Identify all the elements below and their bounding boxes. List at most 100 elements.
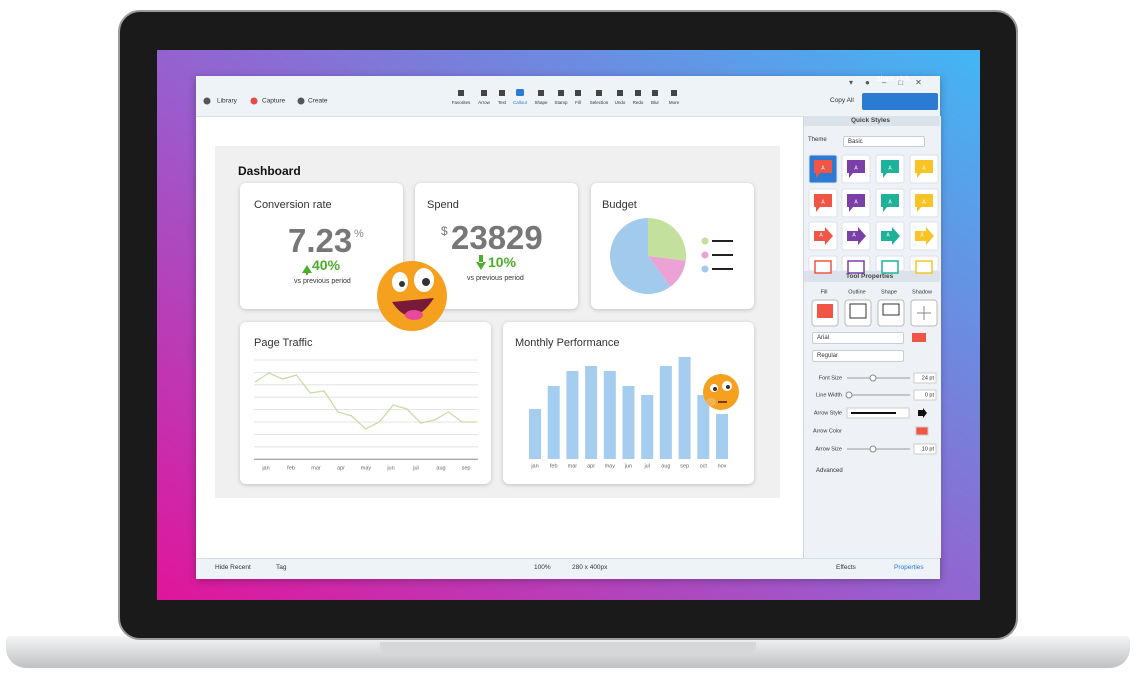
tile-letter: A — [821, 165, 825, 171]
font-value: Arial — [817, 335, 830, 341]
tool-icon — [671, 90, 677, 96]
tile-letter: A — [922, 199, 926, 205]
tile-letter: A — [888, 199, 892, 205]
x-label: nov — [718, 463, 727, 469]
tab-icons[interactable] — [811, 299, 938, 327]
quick-style[interactable]: A — [875, 188, 905, 218]
quick-style[interactable]: A — [875, 154, 905, 184]
tool-label[interactable]: Redo — [633, 100, 644, 105]
card-title: Page Traffic — [254, 337, 313, 349]
tool-label[interactable]: Selection — [590, 100, 609, 105]
share-link-label[interactable]: Share Link — [876, 76, 910, 83]
tool-icon — [538, 90, 544, 96]
toolbar-icon — [203, 97, 211, 105]
tool-label[interactable]: More — [669, 100, 680, 105]
tab-label[interactable]: Outline — [848, 289, 865, 295]
x-label: oct — [700, 463, 708, 469]
toolbar — [196, 76, 940, 117]
arrow-shape — [814, 227, 833, 245]
arrow-shape — [881, 227, 900, 245]
toolbar-button[interactable]: Capture — [262, 98, 286, 105]
hide-recent[interactable]: Hide Recent — [215, 564, 251, 571]
tool-label[interactable]: Blur — [651, 100, 660, 105]
tool-label[interactable]: Arrow — [478, 100, 491, 105]
quick-style[interactable]: A — [909, 154, 939, 184]
card-title: Conversion rate — [254, 199, 332, 211]
tool-label[interactable]: Shape — [534, 100, 548, 105]
effects[interactable]: Effects — [836, 564, 856, 571]
callout-shape — [847, 160, 865, 178]
x-label: aug — [436, 465, 445, 471]
card-title: Budget — [602, 199, 637, 211]
tool-label[interactable]: Fill — [575, 100, 581, 105]
quick-style[interactable]: A — [909, 188, 939, 218]
bar — [566, 371, 579, 459]
arrow-head-icon — [918, 408, 927, 418]
arrow-shape — [915, 227, 934, 245]
quick-style[interactable] — [875, 255, 905, 274]
emoji-small — [703, 374, 739, 410]
tab-label[interactable]: Shape — [881, 289, 897, 295]
callout-shape — [881, 160, 899, 178]
quick-style[interactable]: A — [808, 221, 838, 251]
quick-style[interactable] — [841, 255, 871, 274]
property-label: Arrow Color — [813, 428, 842, 434]
properties[interactable]: Properties — [894, 564, 924, 571]
tool-label[interactable]: Undo — [615, 100, 626, 105]
share-link-button[interactable] — [862, 93, 938, 110]
toolbar-button[interactable]: Create — [308, 98, 328, 105]
property-label: Arrow Style — [814, 410, 842, 416]
quick-style[interactable]: A — [808, 154, 838, 184]
property-value: 0 pt — [925, 392, 935, 398]
quick-style[interactable]: A — [909, 221, 939, 251]
callout-shape — [814, 194, 832, 212]
tile-letter: A — [819, 232, 823, 238]
quick-style[interactable]: A — [808, 188, 838, 218]
canvas-size[interactable]: 280 x 400px — [572, 564, 608, 571]
toolbar-button[interactable]: Library — [217, 98, 238, 105]
x-label: jan — [261, 465, 269, 471]
tab-label[interactable]: Fill — [820, 289, 827, 295]
slider-knob[interactable] — [845, 391, 853, 399]
card — [240, 322, 491, 484]
copy-all[interactable]: Copy All — [830, 97, 854, 104]
box-shape — [915, 260, 933, 274]
metric-note: vs previous period — [294, 278, 351, 285]
slider-knob[interactable] — [869, 374, 877, 382]
tool-label[interactable]: Text — [498, 100, 507, 105]
tool-icon — [458, 90, 464, 96]
x-label: jul — [412, 465, 419, 471]
tool-label[interactable]: Callout — [513, 100, 528, 105]
slider-knob[interactable] — [869, 445, 877, 453]
theme-dropdown[interactable]: Basic — [843, 136, 925, 147]
arrow-color[interactable] — [915, 426, 929, 436]
advanced[interactable]: Advanced — [816, 468, 843, 474]
tool-label[interactable]: Stamp — [554, 100, 568, 105]
window-controls[interactable]: ▾●–□✕ — [849, 78, 934, 87]
x-label: jan — [530, 463, 538, 469]
quick-style[interactable]: A — [841, 221, 871, 251]
quick-style[interactable]: A — [875, 221, 905, 251]
font-dropdown[interactable]: Arial — [812, 332, 904, 344]
box-shape — [847, 260, 865, 274]
style-dropdown[interactable]: Regular — [812, 350, 904, 362]
quick-style[interactable] — [909, 255, 939, 274]
zoom[interactable]: 100% — [534, 564, 551, 571]
color-swatch[interactable] — [912, 333, 926, 342]
value-box — [913, 389, 937, 401]
bar — [529, 409, 541, 459]
panel-header — [804, 116, 940, 126]
callout-shape — [847, 194, 865, 212]
quick-style[interactable]: A — [841, 154, 871, 184]
x-label: aug — [661, 463, 670, 469]
x-label: mar — [568, 463, 578, 469]
quick-style[interactable]: A — [841, 188, 871, 218]
tag[interactable]: Tag — [276, 564, 287, 571]
toolbar-icon — [297, 97, 305, 105]
quick-style[interactable] — [808, 255, 838, 274]
tile-letter: A — [852, 232, 856, 238]
traffic-line — [254, 372, 476, 430]
tool-label[interactable]: Favorites — [452, 100, 471, 105]
tab-label[interactable]: Shadow — [912, 289, 932, 295]
